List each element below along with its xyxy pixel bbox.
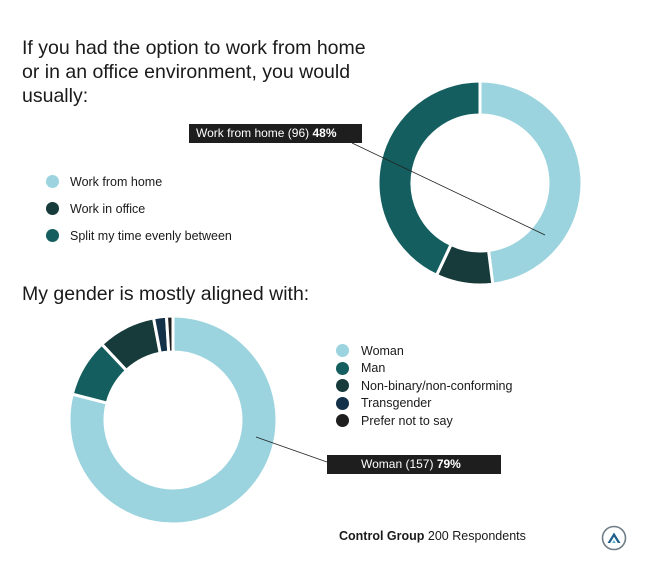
legend-label: Woman [361, 343, 404, 358]
work-legend-item: Split my time evenly between [46, 222, 232, 249]
work-legend-item: Work from home [46, 168, 232, 195]
legend-label: Work in office [70, 201, 146, 216]
footer-count: 200 Respondents [427, 529, 526, 543]
gender-callout-value: 79% [436, 457, 461, 471]
legend-swatch-icon [46, 202, 59, 215]
legend-label: Man [361, 361, 386, 376]
gender-donut-chart [67, 314, 279, 526]
legend-label: Prefer not to say [361, 413, 453, 428]
legend-swatch-icon [46, 229, 59, 242]
legend-swatch-icon [336, 414, 349, 428]
gender-legend-item: Prefer not to say [336, 412, 512, 430]
legend-label: Transgender [361, 396, 432, 411]
gender-legend-item: Woman [336, 342, 512, 360]
work-legend: Work from home Work in office Split my tim… [46, 168, 232, 249]
work-callout-label: Work from home (96) [196, 126, 310, 140]
work-legend-item: Work in office [46, 195, 232, 222]
donut-slice-work-from-home [478, 79, 584, 286]
footer-group: Control Group [339, 529, 425, 543]
gender-legend-item: Non-binary/non-conforming [336, 377, 512, 395]
legend-swatch-icon [46, 175, 59, 188]
donut-slice-woman [67, 314, 279, 526]
donut-slice-split-my-time-evenly-between [376, 79, 482, 278]
question-1-title: If you had the option to work from home … [22, 37, 366, 107]
gender-callout-label: Woman (157) [361, 457, 434, 471]
legend-swatch-icon [336, 396, 349, 410]
work-callout-value: 48% [312, 126, 337, 140]
question-2-title: My gender is mostly aligned with: [22, 283, 310, 305]
legend-swatch-icon [336, 344, 349, 358]
mountain-logo-icon [601, 525, 627, 551]
legend-swatch-icon [336, 379, 349, 393]
work-callout: Work from home (96) 48% [189, 124, 362, 143]
gender-callout-leader [255, 436, 328, 463]
legend-label: Non-binary/non-conforming [361, 378, 513, 393]
donut-slice-prefer-not-to-say [164, 314, 175, 354]
work-donut-chart [376, 79, 584, 287]
gender-legend: Woman Man Non-binary/non-conforming Transge… [336, 342, 512, 430]
footer-respondents: Control Group 200 Respondents [339, 529, 526, 543]
legend-label: Work from home [70, 174, 163, 189]
work-callout-leader [351, 142, 546, 236]
gender-legend-item: Man [336, 360, 512, 378]
gender-legend-item: Transgender [336, 395, 512, 413]
legend-swatch-icon [336, 361, 349, 375]
legend-label: Split my time evenly between [70, 228, 232, 243]
gender-callout: Woman (157) 79% [327, 455, 501, 474]
